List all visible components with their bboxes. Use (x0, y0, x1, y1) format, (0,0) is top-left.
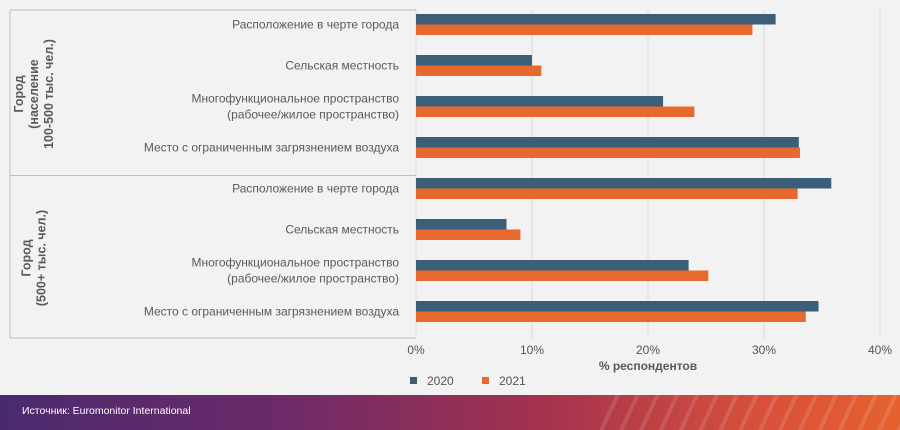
category-label: Многофункциональное пространство (191, 256, 399, 270)
category-label: Место с ограниченным загрязнением воздух… (144, 141, 399, 155)
category-label: Расположение в черте города (232, 18, 399, 32)
bar-2021 (416, 270, 709, 281)
group-label: Город (12, 75, 26, 112)
footer-decoration (600, 395, 900, 430)
source-note: Источник: Euromonitor International (22, 405, 191, 417)
category-label: Сельская местность (285, 59, 399, 73)
x-tick-label: 30% (752, 343, 776, 357)
bar-2021 (416, 65, 542, 76)
x-tick-label: 0% (407, 343, 425, 357)
group-label: (500+ тыс. чел.) (35, 210, 49, 306)
bar-2020 (416, 55, 532, 66)
x-axis-title: % респондентов (599, 359, 697, 373)
x-tick-label: 40% (868, 343, 892, 357)
bar-2021 (416, 147, 800, 158)
x-tick-label: 20% (636, 343, 660, 357)
bar-2020 (416, 301, 819, 312)
group-label: Город (20, 239, 34, 276)
category-label: Место с ограниченным загрязнением воздух… (144, 305, 399, 319)
bar-2020 (416, 14, 776, 25)
category-label: Расположение в черте города (232, 182, 399, 196)
legend-label: 2020 (427, 374, 454, 388)
bar-2021 (416, 188, 798, 199)
category-label: Сельская местность (285, 223, 399, 237)
group-label: 100-500 тыс. чел.) (42, 39, 56, 149)
category-label: (рабочее/жилое пространство) (227, 272, 399, 286)
category-label: Многофункциональное пространство (191, 92, 399, 106)
bar-2021 (416, 311, 806, 322)
bar-2021 (416, 24, 753, 35)
bar-2021 (416, 106, 695, 117)
bar-2020 (416, 260, 689, 271)
bar-chart-svg: 0% 10% 20% 30% 40%Город (население 100-500 тыс… (9, 9, 892, 388)
x-tick-label: 10% (520, 343, 544, 357)
bar-2020 (416, 137, 799, 148)
footer-bar: Источник: Euromonitor International (0, 395, 900, 430)
bar-2020 (416, 96, 664, 107)
legend-swatch (410, 377, 417, 384)
legend-swatch (482, 377, 489, 384)
category-label: (рабочее/жилое пространство) (227, 108, 399, 122)
bar-2021 (416, 229, 521, 240)
bar-2020 (416, 178, 832, 189)
legend-label: 2021 (499, 374, 526, 388)
group-label: (население (27, 59, 41, 129)
chart: 0% 10% 20% 30% 40% Город (население 100-500 тыс… (9, 9, 892, 388)
bar-2020 (416, 219, 507, 230)
